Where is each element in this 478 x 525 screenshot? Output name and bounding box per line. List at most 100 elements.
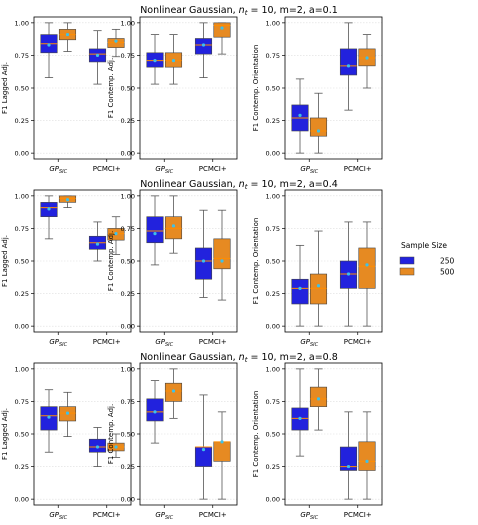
x-tick-label: GPSIC xyxy=(49,165,67,175)
axes-frame xyxy=(33,189,132,333)
mean-marker xyxy=(153,59,157,63)
y-tick-label: 1.00 xyxy=(121,365,135,373)
y-tick-label: 0.25 xyxy=(121,117,135,125)
row-title-sub: t xyxy=(245,9,248,17)
box-250-pcmci xyxy=(194,209,213,298)
row-title-prefix: Nonlinear Gaussian, xyxy=(140,352,238,363)
box-500-pcmci xyxy=(358,34,376,89)
x-tick-label: PCMCI+ xyxy=(199,165,227,173)
y-tick-label: 0.50 xyxy=(15,85,29,93)
y-tick-label: 0.00 xyxy=(15,150,29,158)
mean-marker xyxy=(171,224,176,228)
y-tick-label: 0.00 xyxy=(121,323,135,331)
y-tick-label: 0.25 xyxy=(266,463,280,471)
mean-marker xyxy=(316,129,321,133)
y-tick-label: 0.75 xyxy=(266,52,280,60)
y-tick-label: 1.00 xyxy=(266,365,280,373)
mean-marker xyxy=(316,397,321,401)
box-iqr xyxy=(213,238,231,270)
row-title-suffix: = 10, m=2, a=0.4 xyxy=(247,179,337,190)
row-title: Nonlinear Gaussian, nt = 10, m=2, a=0.8 xyxy=(140,352,338,364)
box-iqr xyxy=(213,441,231,462)
box-250-gpsic xyxy=(291,368,309,457)
mean-marker xyxy=(95,53,100,58)
mean-marker xyxy=(65,198,70,202)
box-500-pcmci xyxy=(107,433,125,458)
x-tick-label-sub: SIC xyxy=(310,169,319,175)
box-500-gpsic xyxy=(58,22,77,52)
box-iqr xyxy=(146,398,164,422)
box-500-pcmci xyxy=(107,28,125,58)
axes-frame xyxy=(33,362,132,506)
row-title-suffix: = 10, m=2, a=0.1 xyxy=(247,5,337,16)
mean-marker xyxy=(201,43,206,47)
mean-marker xyxy=(114,445,118,449)
y-tick-label: 0.50 xyxy=(266,258,280,266)
panel-1-0: 0.00 0.25 0.50 0.75 1.00 F1 Lagged Adj. GPSIC P… xyxy=(1,189,132,348)
row-title-prefix: Nonlinear Gaussian, xyxy=(140,5,238,16)
axes-frame xyxy=(139,16,238,160)
y-axis-label: F1 Lagged Adj. xyxy=(1,62,9,114)
mean-marker xyxy=(201,448,206,452)
box-iqr xyxy=(291,278,309,305)
panel-2-2: 0.00 0.25 0.50 0.75 1.00 F1 Contemp. Orientat… xyxy=(252,362,383,521)
y-axis-label: F1 Contemp. Adj. xyxy=(107,231,115,291)
x-tick-label: GPSIC xyxy=(49,338,67,348)
axes-frame xyxy=(139,189,238,333)
box-500-gpsic xyxy=(309,230,328,327)
mean-marker xyxy=(346,64,351,68)
y-tick-label: 0.25 xyxy=(15,290,29,298)
y-tick-label: 0.25 xyxy=(266,117,280,125)
box-iqr xyxy=(358,247,376,289)
box-iqr xyxy=(164,216,183,240)
mean-marker xyxy=(65,411,70,415)
x-tick-label: GPSIC xyxy=(300,165,318,175)
x-tick-label: PCMCI+ xyxy=(93,511,121,519)
mean-marker xyxy=(47,207,51,211)
y-tick-label: 1.00 xyxy=(266,19,280,27)
y-tick-label: 0.00 xyxy=(121,150,135,158)
box-250-gpsic xyxy=(40,195,58,240)
x-tick-label: PCMCI+ xyxy=(93,338,121,346)
panel-2-1: 0.00 0.25 0.50 0.75 1.00 F1 Contemp. Adj. GPSI… xyxy=(107,362,238,521)
legend-swatch-250 xyxy=(399,256,415,265)
box-250-gpsic xyxy=(146,195,164,266)
mean-marker xyxy=(365,459,369,463)
x-tick-label-sub: SIC xyxy=(165,515,174,521)
y-tick-label: 0.25 xyxy=(121,463,135,471)
x-tick-label-main: GP xyxy=(49,338,59,346)
x-tick-label-sub: SIC xyxy=(310,515,319,521)
x-tick-label-main: GP xyxy=(300,165,310,173)
row-title: Nonlinear Gaussian, nt = 10, m=2, a=0.1 xyxy=(140,5,338,17)
mean-marker xyxy=(220,26,224,30)
y-tick-label: 0.00 xyxy=(15,496,29,504)
y-tick-label: 1.00 xyxy=(15,365,29,373)
x-tick-label: PCMCI+ xyxy=(344,165,372,173)
mean-marker xyxy=(220,259,224,263)
mean-marker xyxy=(365,56,369,60)
legend-title: Sample Size xyxy=(401,241,447,250)
y-tick-label: 0.00 xyxy=(266,496,280,504)
panel-0-2: 0.00 0.25 0.50 0.75 1.00 F1 Contemp. Orientat… xyxy=(252,16,383,175)
x-tick-label-sub: SIC xyxy=(59,169,68,175)
y-tick-label: 0.75 xyxy=(15,52,29,60)
mean-marker xyxy=(365,263,369,267)
box-250-gpsic xyxy=(291,244,309,327)
mean-marker xyxy=(95,445,100,449)
y-tick-label: 0.75 xyxy=(266,225,280,233)
x-tick-label-sub: SIC xyxy=(59,515,68,521)
axes-frame xyxy=(139,362,238,506)
y-tick-label: 0.75 xyxy=(121,398,135,406)
y-axis-label: F1 Contemp. Orientation xyxy=(252,391,260,478)
panel-0-1: 0.00 0.25 0.50 0.75 1.00 F1 Contemp. Adj. GPSI… xyxy=(107,16,238,175)
y-tick-label: 0.50 xyxy=(15,258,29,266)
y-tick-label: 1.00 xyxy=(266,192,280,200)
x-tick-label: GPSIC xyxy=(155,165,173,175)
box-250-pcmci xyxy=(88,221,107,262)
x-tick-label: GPSIC xyxy=(155,338,173,348)
row-title-sub: t xyxy=(245,356,248,364)
axes-frame xyxy=(33,16,132,160)
row-title-var: n xyxy=(239,5,245,16)
y-tick-label: 0.75 xyxy=(121,225,135,233)
